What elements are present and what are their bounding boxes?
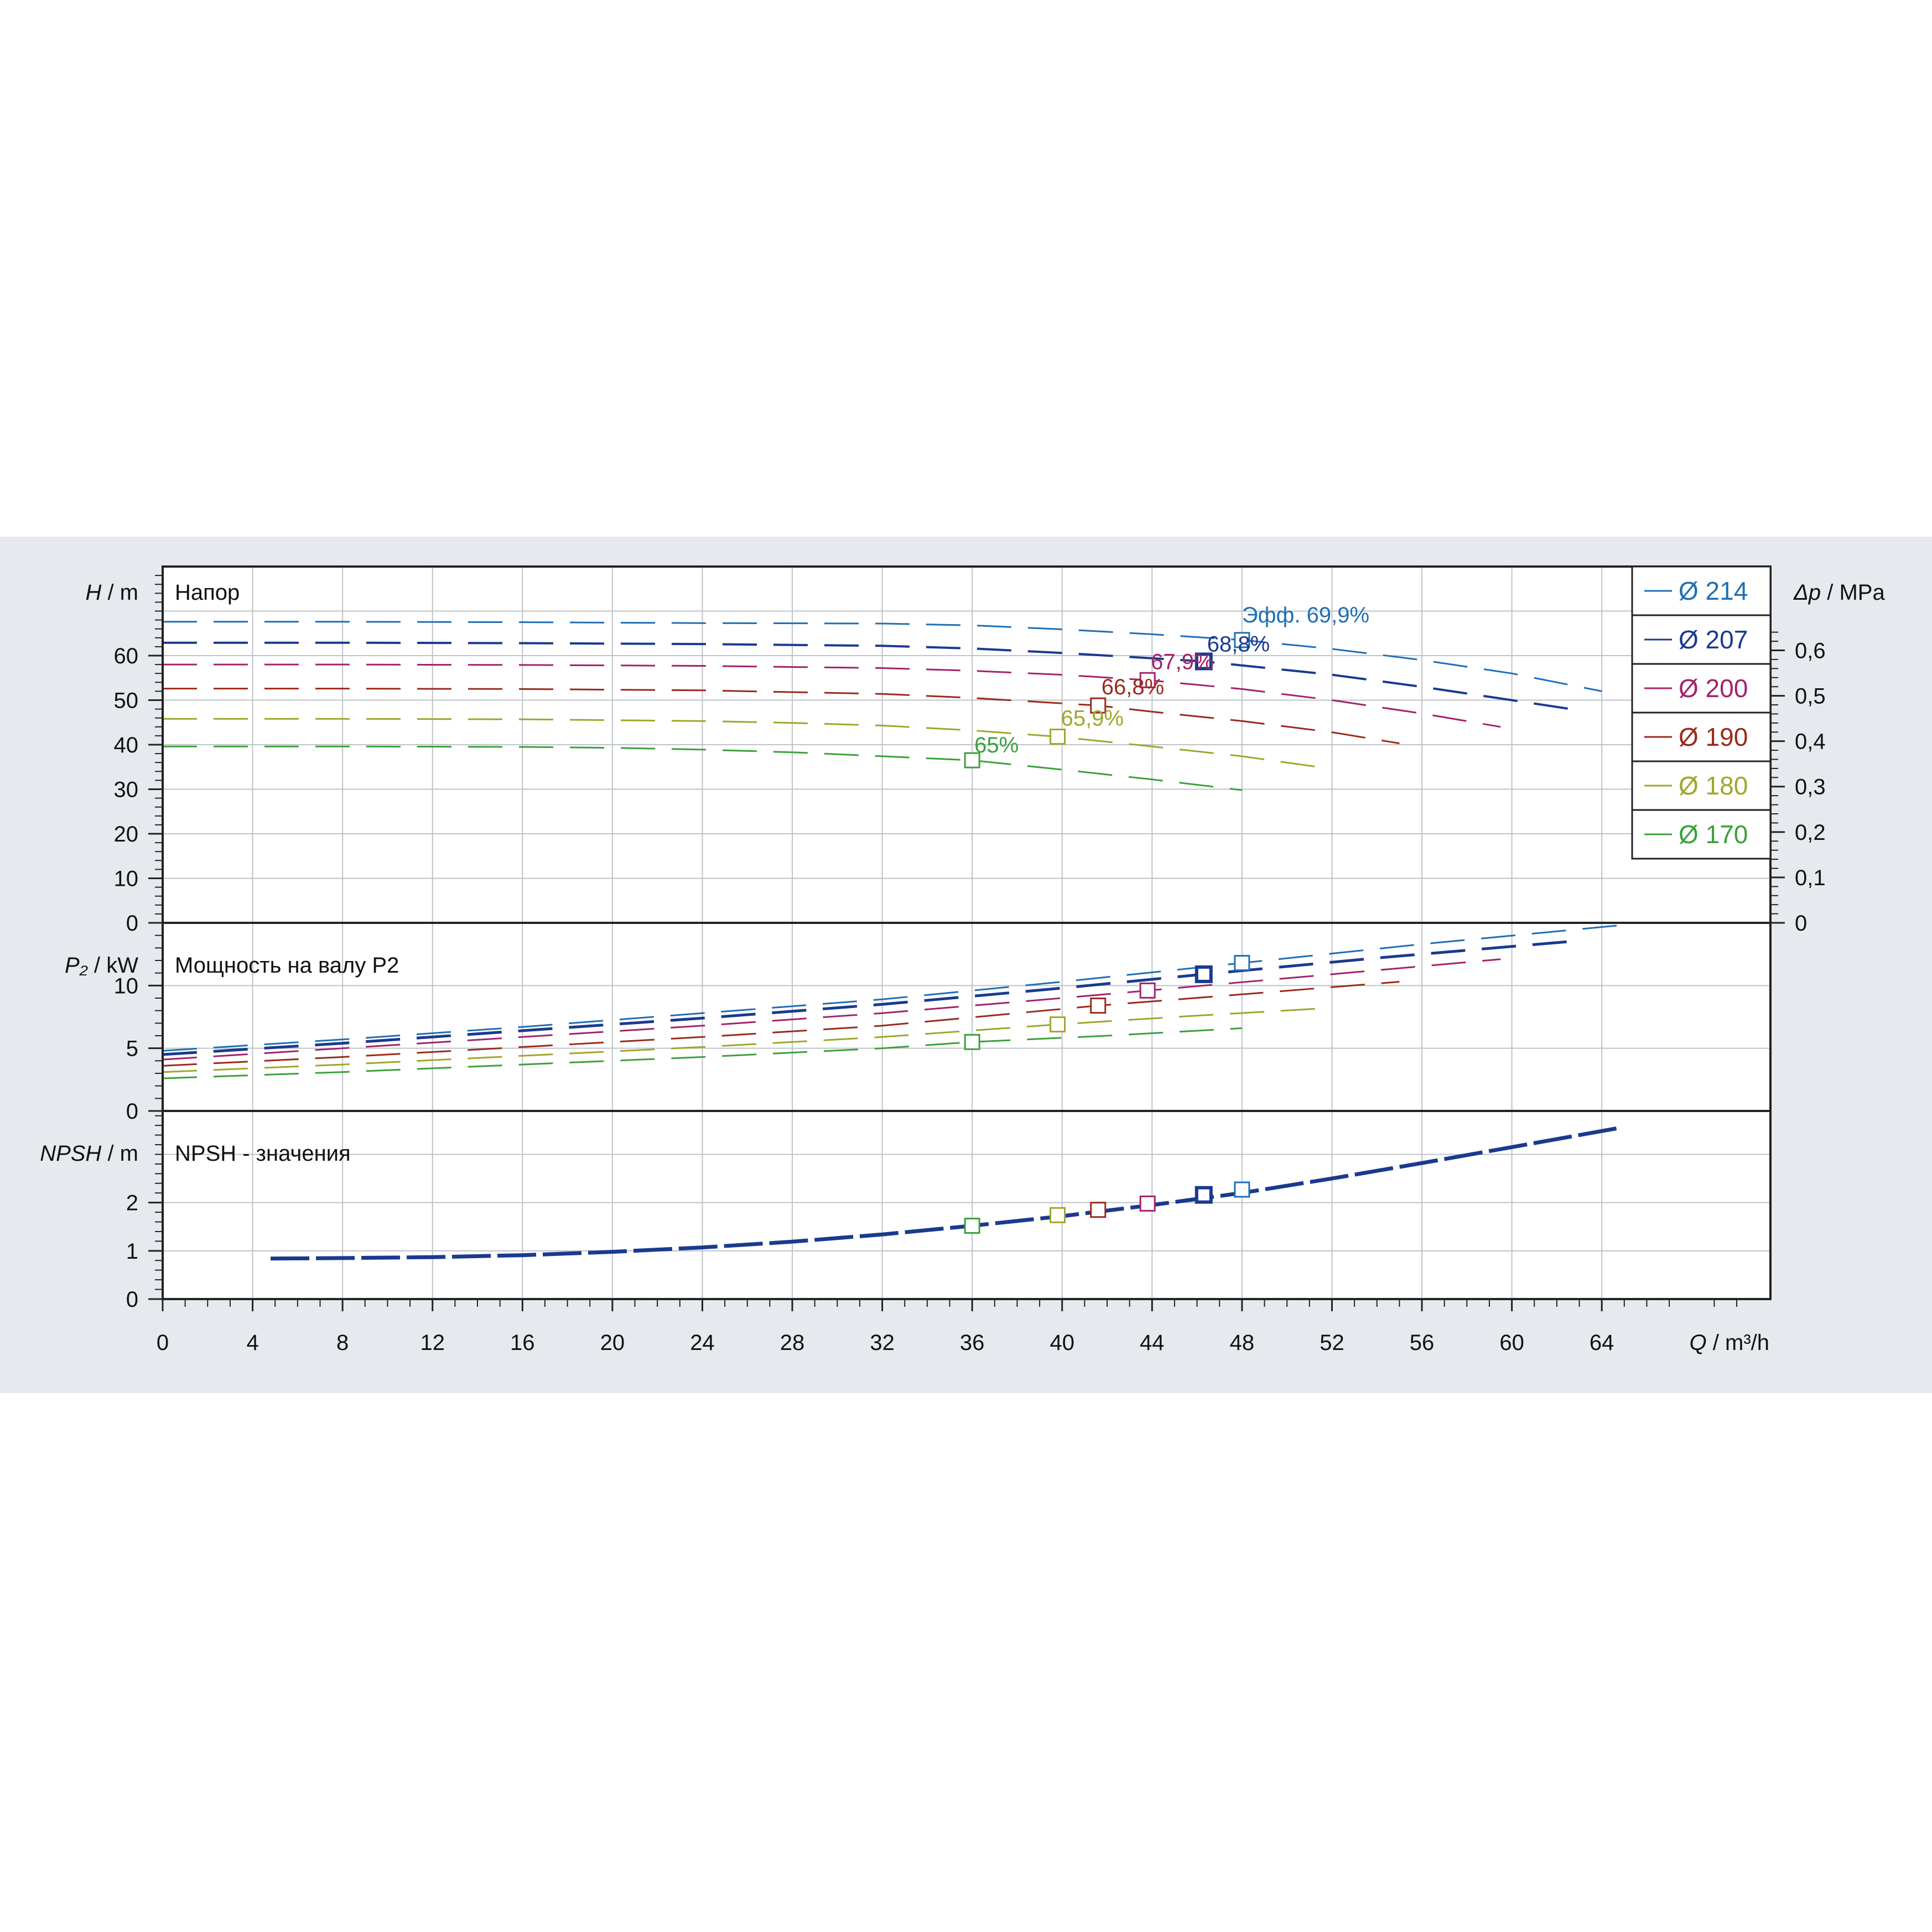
legend: Ø 214 Ø 207 Ø 200 Ø 190 Ø 180 Ø 170 <box>1631 565 1772 860</box>
head-curve-Ø 170 <box>163 745 1243 791</box>
npsh-panel-area <box>163 1111 1770 1299</box>
x-tick-label: 8 <box>336 1331 349 1355</box>
pressure-tick-label: 0 <box>1795 911 1807 936</box>
head-y-tick-label: 0 <box>126 911 138 936</box>
npsh-bep-marker-Ø 190 <box>1090 1202 1107 1218</box>
npsh-curve <box>271 1126 1621 1261</box>
x-axis-label: Q / m³/h <box>1690 1331 1769 1355</box>
efficiency-label-Ø 214: Эфф. 69,9% <box>1242 603 1369 627</box>
x-tick-label: 16 <box>510 1331 535 1355</box>
power-bep-marker-Ø 207 <box>1194 965 1213 983</box>
head-y-tick-label: 30 <box>114 778 139 802</box>
power-curve-Ø 170 <box>162 1027 1242 1079</box>
power-curve-Ø 200 <box>162 958 1501 1061</box>
x-tick-label: 32 <box>870 1331 895 1355</box>
chart-background: Эфф. 69,9% 68,8% 67,9% 66,8% 65,9% 65% 0 4 8 12 1… <box>0 537 1932 1393</box>
power-curve-Ø 207 <box>162 940 1569 1056</box>
npsh-y-axis-label: NPSH / m <box>40 1141 138 1166</box>
x-tick-label: 56 <box>1410 1331 1435 1355</box>
efficiency-label-Ø 207: 68,8% <box>1207 632 1270 656</box>
npsh-bep-marker-Ø 214 <box>1234 1181 1250 1198</box>
power-bep-marker-Ø 180 <box>1050 1016 1066 1033</box>
head-curve-Ø 214 <box>163 621 1602 692</box>
head-panel-title: Напор <box>175 580 240 605</box>
pressure-tick-label: 0,2 <box>1795 820 1826 845</box>
head-y-tick-label: 50 <box>114 689 139 713</box>
pressure-tick-label: 0,4 <box>1795 730 1826 754</box>
head-curve-Ø 200 <box>163 663 1501 728</box>
head-bep-marker-Ø 180 <box>1050 729 1066 745</box>
legend-label: Ø 214 <box>1679 577 1748 605</box>
legend-label: Ø 190 <box>1679 723 1748 751</box>
npsh-panel-title: NPSH - значения <box>175 1141 351 1166</box>
legend-label: Ø 200 <box>1679 674 1748 703</box>
power-panel-area <box>163 923 1770 1111</box>
x-tick-label: 52 <box>1320 1331 1344 1355</box>
pressure-tick-label: 0,6 <box>1795 638 1826 663</box>
power-y-tick-label: 10 <box>114 974 139 998</box>
pressure-tick-label: 0,5 <box>1795 684 1826 709</box>
head-y-axis-label: H / m <box>85 580 138 605</box>
npsh-y-tick-label: 2 <box>126 1191 138 1216</box>
legend-label: Ø 207 <box>1679 625 1748 654</box>
npsh-bep-marker-Ø 207 <box>1194 1186 1213 1204</box>
head-y-tick-label: 10 <box>114 867 139 891</box>
x-tick-label: 36 <box>960 1331 985 1355</box>
head-curve-Ø 207 <box>163 641 1569 710</box>
power-curve-Ø 214 <box>162 925 1620 1052</box>
pressure-tick-label: 0,3 <box>1795 775 1826 799</box>
bep-marker-layer: Эфф. 69,9% 68,8%67,9%66,8% 65,9% 65% <box>964 603 1369 1234</box>
head-y-tick-label: 60 <box>114 644 139 668</box>
power-y-axis-label: P₂ / kW <box>65 953 138 978</box>
x-tick-label: 64 <box>1590 1331 1614 1355</box>
x-tick-label: 28 <box>780 1331 805 1355</box>
power-bep-marker-Ø 200 <box>1139 982 1156 999</box>
pressure-y-axis-label: Δp / MPa <box>1793 580 1885 605</box>
x-tick-label: 4 <box>246 1331 258 1355</box>
pump-performance-chart: Эфф. 69,9%68,8%67,9%66,8%65,9%65% 0 4 8 12 1… <box>40 565 1885 1355</box>
npsh-y-tick-label: 0 <box>126 1287 138 1312</box>
power-bep-marker-Ø 214 <box>1234 955 1250 972</box>
x-tick-label: 12 <box>420 1331 445 1355</box>
power-bep-marker-Ø 190 <box>1090 998 1107 1014</box>
power-y-tick-label: 5 <box>126 1037 138 1061</box>
head-bep-marker-Ø 170 <box>964 752 980 768</box>
efficiency-label-Ø 200: 67,9% <box>1151 650 1213 674</box>
head-y-tick-label: 20 <box>114 822 139 846</box>
curve-layer <box>162 621 1621 1261</box>
npsh-bep-marker-Ø 180 <box>1050 1207 1066 1223</box>
head-bep-marker-Ø 190 <box>1090 697 1107 714</box>
legend-label: Ø 170 <box>1679 820 1748 849</box>
x-tick-label: 0 <box>157 1331 169 1355</box>
x-tick-label: 24 <box>690 1331 715 1355</box>
npsh-y-tick-label: 1 <box>126 1239 138 1264</box>
power-y-tick-label: 0 <box>126 1099 138 1124</box>
efficiency-label-Ø 190: 66,8% <box>1102 675 1164 699</box>
head-y-tick-label: 40 <box>114 733 139 757</box>
x-tick-label: 48 <box>1230 1331 1255 1355</box>
power-bep-marker-Ø 170 <box>964 1033 980 1050</box>
chart-frame <box>162 565 1772 1300</box>
x-tick-label: 40 <box>1050 1331 1074 1355</box>
efficiency-label-Ø 180: 65,9% <box>1061 707 1124 731</box>
head-bep-marker-Ø 207 <box>1194 652 1213 671</box>
npsh-bep-marker-Ø 200 <box>1139 1195 1156 1212</box>
head-curve-Ø 180 <box>163 718 1328 770</box>
legend-label: Ø 180 <box>1679 771 1748 800</box>
x-tick-label: 20 <box>600 1331 625 1355</box>
power-panel-title: Мощность на валу P2 <box>175 953 399 978</box>
npsh-bep-marker-Ø 170 <box>964 1217 980 1234</box>
x-tick-label: 44 <box>1140 1331 1165 1355</box>
tick-layer: 0 4 8 12 16 20 24 28 32 36 40 44 48 52 56 60 64010203040… <box>114 575 1826 1355</box>
head-bep-marker-Ø 214 <box>1234 632 1250 648</box>
pressure-tick-label: 0,1 <box>1795 866 1826 890</box>
x-tick-label: 60 <box>1499 1331 1524 1355</box>
head-bep-marker-Ø 200 <box>1139 672 1156 688</box>
power-curve-Ø 180 <box>162 1007 1328 1073</box>
efficiency-label-Ø 170: 65% <box>974 733 1019 757</box>
power-curve-Ø 190 <box>162 981 1400 1067</box>
